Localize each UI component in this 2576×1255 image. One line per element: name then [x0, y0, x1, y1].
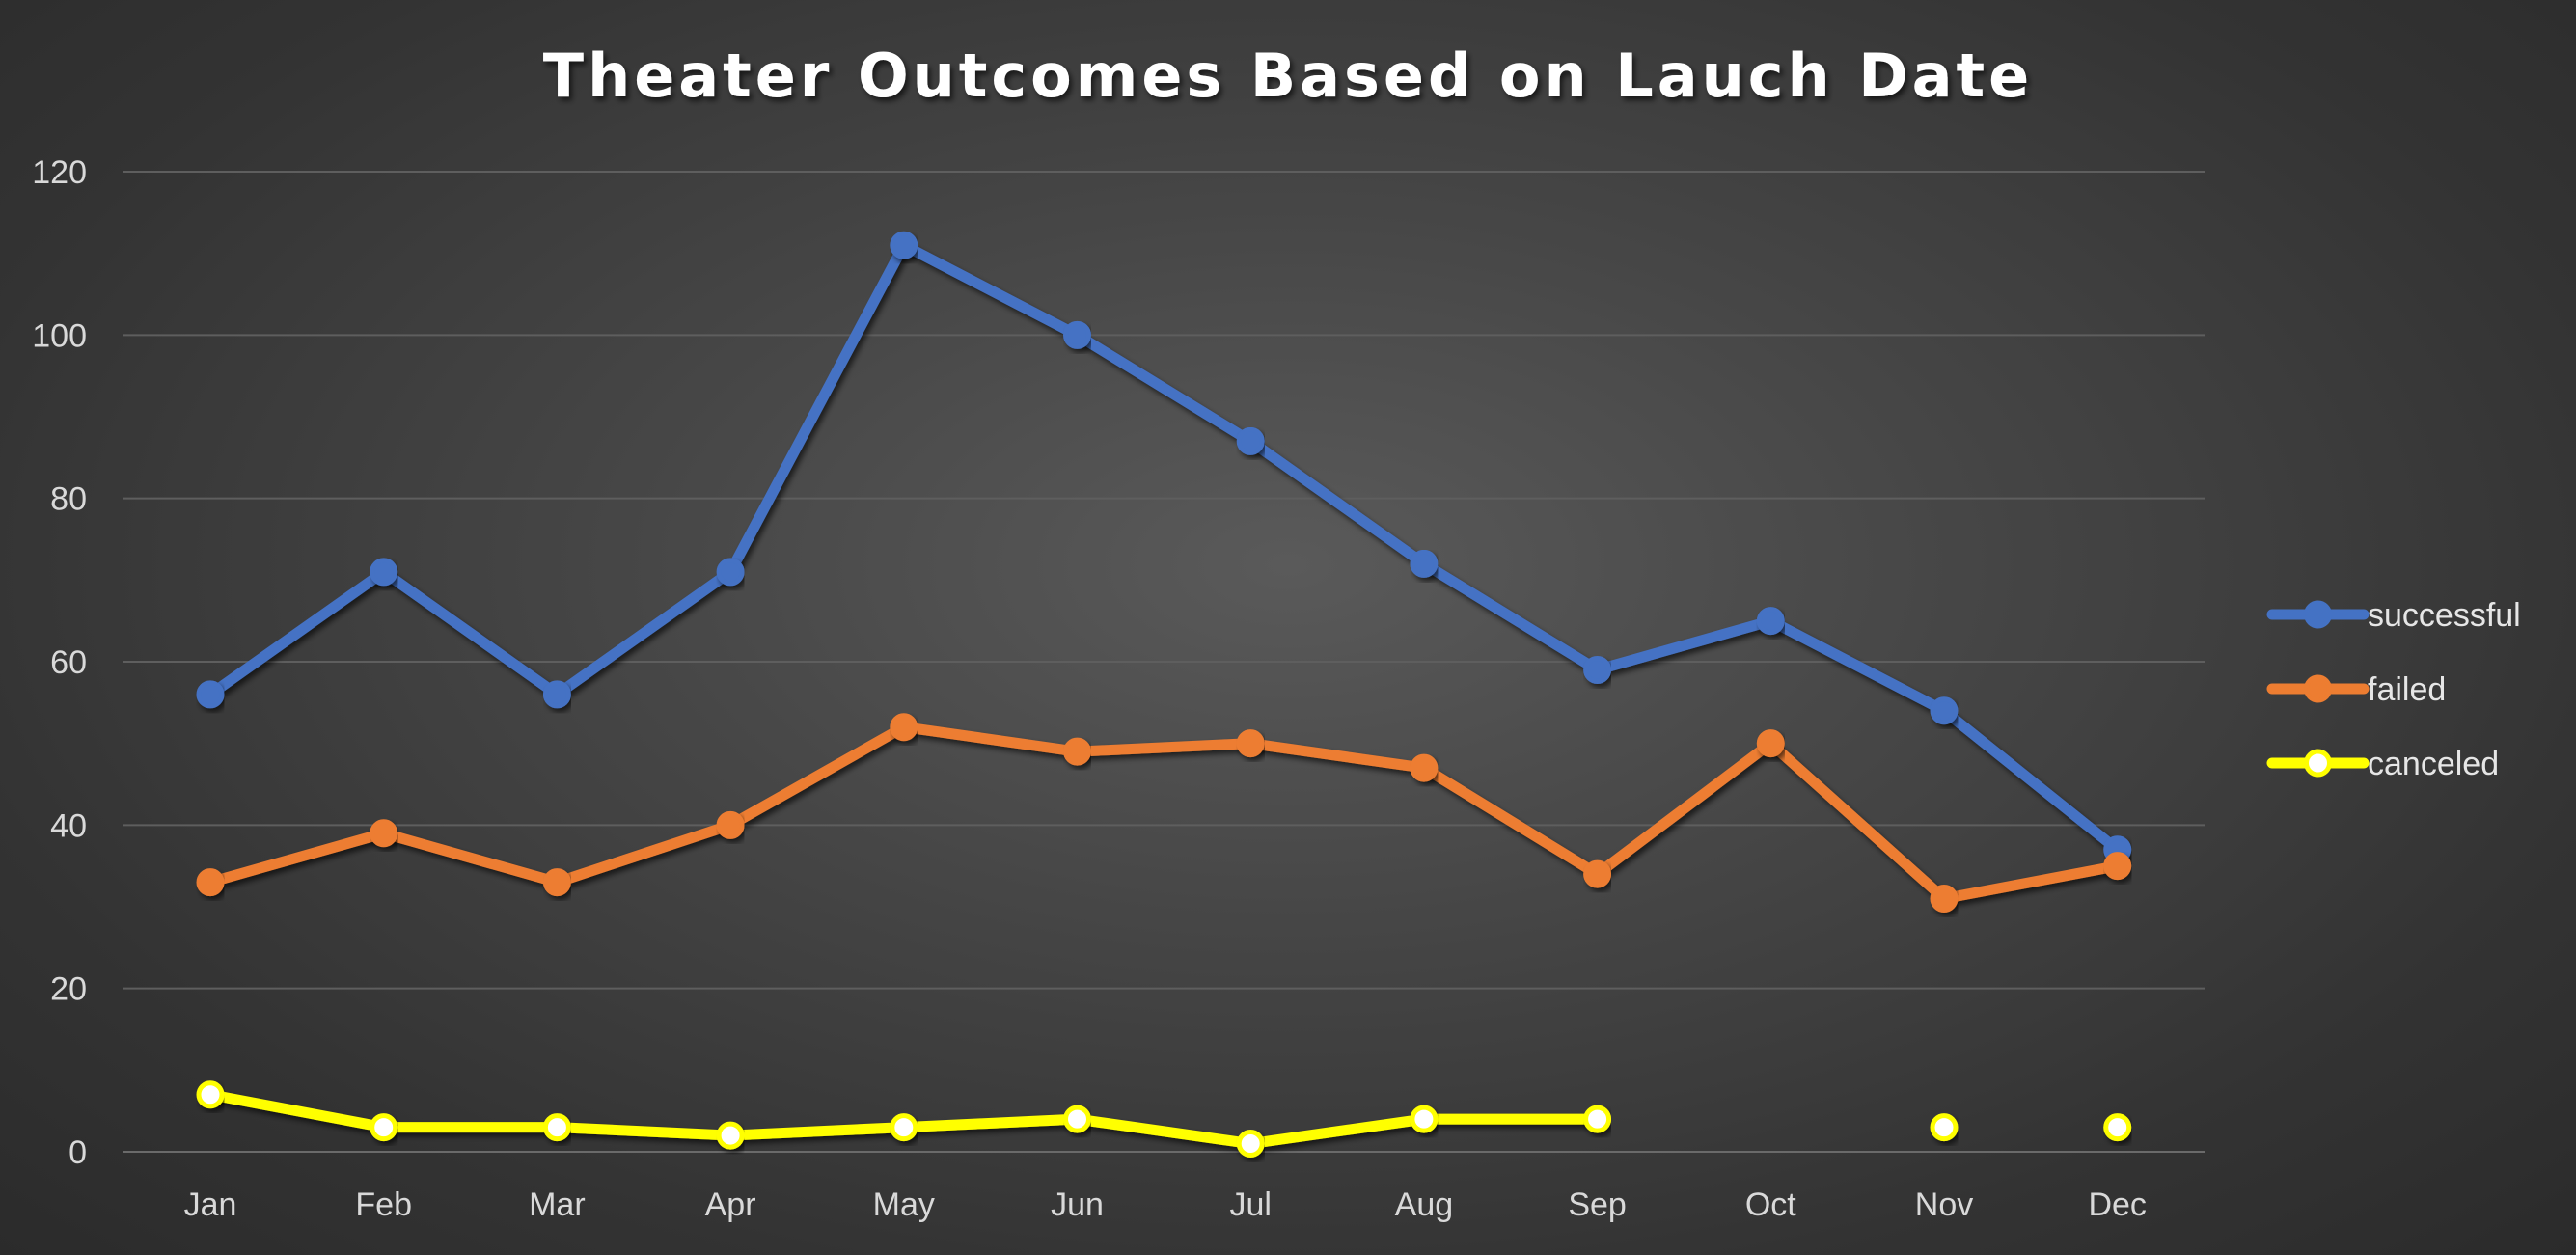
x-tick-label: Nov — [1915, 1187, 1973, 1223]
data-point — [1063, 320, 1091, 349]
legend-item-failed: failed — [2266, 671, 2446, 708]
data-point — [542, 868, 571, 897]
data-point — [1756, 607, 1785, 636]
data-point — [370, 558, 398, 587]
data-point — [542, 680, 571, 709]
plot-area — [196, 231, 2132, 1159]
data-point — [1930, 696, 1959, 725]
x-tick-label: Apr — [705, 1187, 756, 1223]
legend-marker — [2304, 674, 2332, 703]
data-point — [542, 1113, 571, 1142]
data-point — [1236, 1130, 1265, 1159]
series-failed — [196, 713, 2132, 914]
data-point — [1583, 1105, 1612, 1133]
y-axis: 0 20 40 60 80 100 120 — [32, 154, 87, 1171]
gridlines — [123, 171, 2205, 1153]
data-point — [890, 231, 918, 259]
x-tick-label: May — [873, 1187, 935, 1223]
data-point — [2103, 852, 2132, 881]
data-point — [1063, 737, 1091, 766]
data-point — [370, 1113, 398, 1142]
y-tick-label: 80 — [50, 481, 87, 518]
legend-label: failed — [2368, 671, 2446, 708]
legend-item-successful: successful — [2266, 597, 2521, 634]
legend-marker — [2304, 600, 2332, 629]
data-point — [716, 1121, 745, 1150]
x-tick-label: Sep — [1568, 1187, 1627, 1223]
data-point — [1930, 885, 1959, 914]
data-point — [1236, 729, 1265, 758]
data-point — [1410, 753, 1439, 782]
series-line — [205, 239, 2124, 856]
legend: successful failed canceled — [2266, 597, 2521, 782]
data-point — [716, 558, 745, 587]
data-point — [196, 868, 225, 897]
data-point — [1756, 729, 1785, 758]
y-tick-label: 60 — [50, 644, 87, 681]
legend-item-canceled: canceled — [2266, 746, 2499, 782]
data-point — [716, 810, 745, 839]
x-tick-label: Mar — [529, 1187, 586, 1223]
chart-title: Theater Outcomes Based on Lauch Date — [543, 41, 2033, 111]
x-tick-label: Feb — [355, 1187, 412, 1223]
legend-marker — [2304, 749, 2332, 778]
x-tick-label: Jan — [184, 1187, 237, 1223]
data-point — [890, 1113, 918, 1142]
data-point — [196, 680, 225, 709]
y-tick-label: 100 — [32, 317, 87, 354]
data-point — [1410, 549, 1439, 578]
x-tick-label: Oct — [1745, 1187, 1796, 1223]
x-tick-label: Jun — [1051, 1187, 1104, 1223]
data-point — [370, 819, 398, 848]
x-axis: Jan Feb Mar Apr May Jun Jul Aug Sep Oct Nov Dec — [184, 1187, 2147, 1223]
data-point — [1583, 655, 1612, 684]
data-point — [890, 713, 918, 742]
y-tick-label: 120 — [32, 154, 87, 191]
series-line — [205, 722, 2124, 905]
y-tick-label: 20 — [50, 971, 87, 1008]
legend-label: canceled — [2368, 746, 2499, 782]
data-point — [1063, 1105, 1091, 1133]
y-tick-label: 40 — [50, 807, 87, 844]
data-point — [1930, 1113, 1959, 1142]
x-tick-label: Aug — [1395, 1187, 1454, 1223]
x-tick-label: Dec — [2088, 1187, 2146, 1223]
series-successful — [196, 231, 2132, 864]
data-point — [1410, 1105, 1439, 1133]
y-tick-label: 0 — [69, 1134, 87, 1171]
data-point — [1583, 859, 1612, 888]
data-point — [1236, 426, 1265, 455]
x-tick-label: Jul — [1229, 1187, 1271, 1223]
data-point — [2103, 1113, 2132, 1142]
legend-label: successful — [2368, 597, 2521, 634]
data-point — [196, 1080, 225, 1109]
series-canceled — [196, 1080, 2132, 1159]
